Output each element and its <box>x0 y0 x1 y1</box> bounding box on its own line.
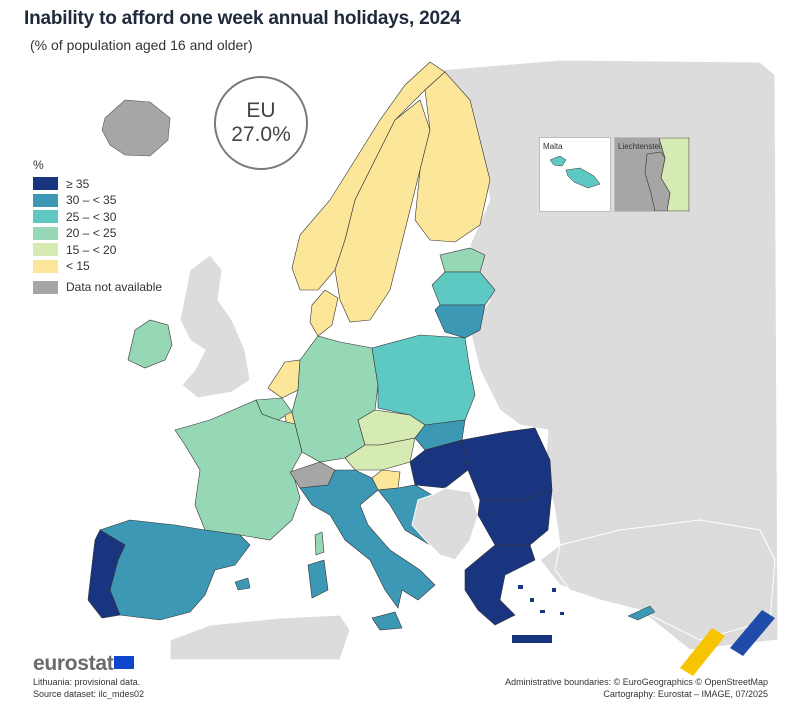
map-region-hungary <box>409 439 469 489</box>
legend-label: 30 – < 35 <box>66 193 117 207</box>
map-region-sicily <box>371 611 403 631</box>
eu-badge-value: 27.0% <box>231 123 291 146</box>
map-region-turkey <box>554 519 776 641</box>
legend-item: 15 – < 20 <box>33 242 162 257</box>
footnote-cartography: Cartography: Eurostat – IMAGE, 07/2025 <box>603 689 768 699</box>
eu-flag-icon <box>114 656 134 669</box>
legend-label: Data not available <box>66 280 163 294</box>
footnote-boundaries: Administrative boundaries: © EuroGeograp… <box>505 677 768 687</box>
map-region-lithuania <box>434 304 486 339</box>
legend-swatch <box>33 177 58 190</box>
eurostat-logo: eurostat <box>33 652 114 675</box>
map-region-austria <box>344 437 416 471</box>
malta-inset-label: Malta <box>543 142 563 151</box>
map-region-sardinia <box>307 559 329 599</box>
map-region-liechtenstein-shape <box>644 151 671 211</box>
map-region-estonia <box>439 247 486 273</box>
legend-item: 25 – < 30 <box>33 209 162 224</box>
legend-swatch <box>33 259 58 273</box>
map-region-spain <box>99 519 251 621</box>
legend-label: 15 – < 20 <box>66 242 117 257</box>
legend-swatch <box>33 226 58 240</box>
map-region-malta-main <box>565 167 601 189</box>
map-region-balearic <box>234 577 251 591</box>
legend-item: ≥ 35 <box>33 176 162 191</box>
footnote-lithuania: Lithuania: provisional data. <box>33 677 141 687</box>
legend-item: 30 – < 35 <box>33 193 162 208</box>
map-region-denmark <box>309 289 339 337</box>
legend-swatch <box>33 280 58 294</box>
footer-credits: Administrative boundaries: © EuroGeograp… <box>505 676 768 700</box>
eu-aggregate-badge: EU 27.0% <box>214 76 308 170</box>
map-region-balkans <box>411 487 479 561</box>
map-region-corsica <box>314 531 325 556</box>
footnote-source: Source dataset: ilc_mdes02 <box>33 689 145 699</box>
page-subtitle: (% of population aged 16 and older) <box>30 37 253 53</box>
map-region-netherlands <box>267 359 301 399</box>
map-region-france <box>174 399 303 541</box>
legend-label: ≥ 35 <box>66 176 90 191</box>
eurostat-flourish <box>680 628 725 676</box>
legend-item-na: Data not available <box>33 280 162 295</box>
legend-item: 20 – < 25 <box>33 226 162 241</box>
legend-swatch <box>33 243 58 256</box>
legend-unit: % <box>33 158 44 172</box>
liechtenstein-inset-label: Liechtenstein <box>618 142 666 151</box>
legend-swatch <box>33 193 58 207</box>
map-region-greek-islands <box>512 585 564 643</box>
map-region-greece <box>464 544 536 626</box>
legend-label: 25 – < 30 <box>66 209 117 224</box>
legend-label: < 15 <box>66 259 90 273</box>
map-region-finland <box>414 71 491 243</box>
map-region-romania <box>461 427 553 501</box>
malta-inset: Malta <box>539 137 611 212</box>
liechtenstein-inset-map <box>644 138 689 211</box>
eurostat-flourish-blue <box>730 610 775 656</box>
eu-badge-label: EU <box>246 99 276 122</box>
malta-inset-map <box>549 155 601 189</box>
map-legend: % ≥ 35 30 – < 35 25 – < 30 20 – < 25 15 … <box>33 158 162 296</box>
legend-item: < 15 <box>33 259 162 274</box>
map-region-iceland <box>101 99 171 157</box>
map-region-cyprus <box>627 605 656 621</box>
legend-label: 20 – < 25 <box>66 226 117 240</box>
map-region-italy <box>299 469 436 609</box>
map-region-north-africa <box>169 614 351 661</box>
liechtenstein-inset: Liechtenstein <box>614 137 690 212</box>
footer-notes: Lithuania: provisional data. Source data… <box>33 676 144 700</box>
map-region-ireland <box>127 319 173 369</box>
page-title: Inability to afford one week annual holi… <box>24 8 461 29</box>
legend-swatch <box>33 210 58 223</box>
map-region-malta <box>549 155 567 167</box>
map-region-portugal <box>87 529 126 619</box>
map-region-uk <box>179 254 251 399</box>
